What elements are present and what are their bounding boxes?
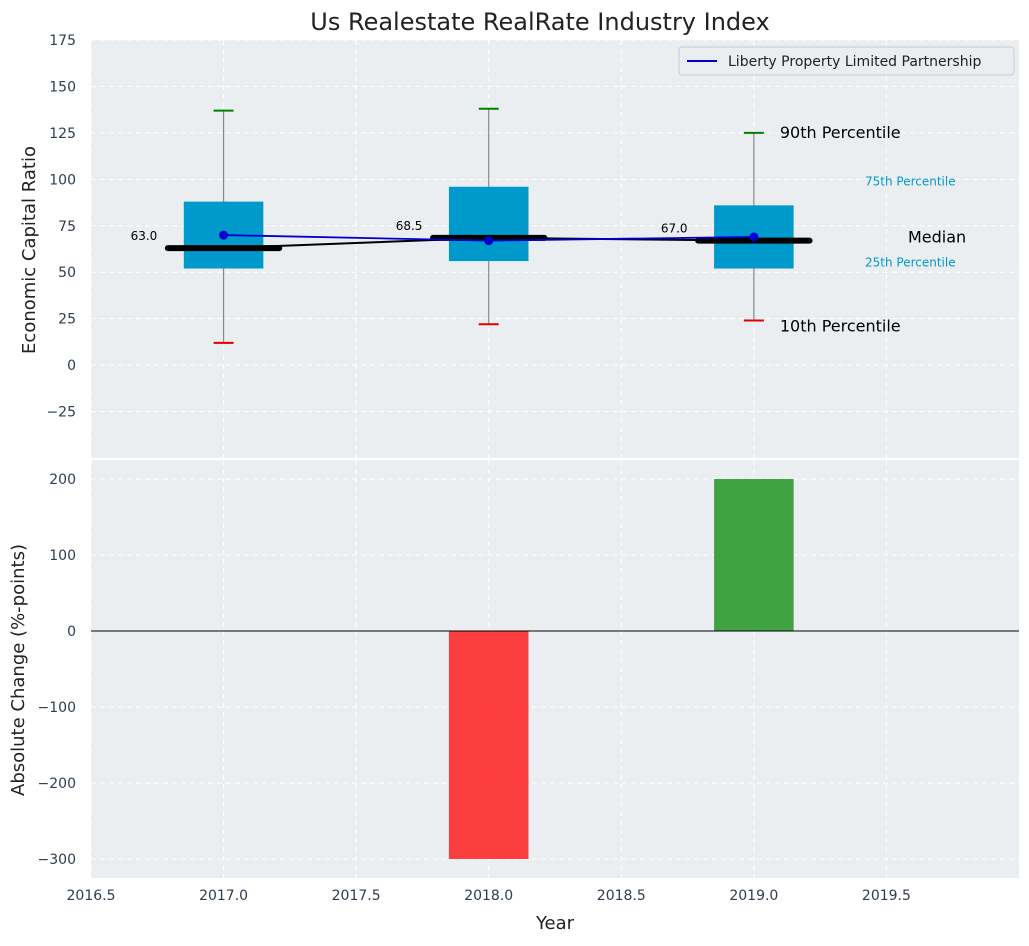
median-value-label: 67.0 <box>661 222 688 236</box>
series-point <box>749 232 759 242</box>
top-y-tick-label: 50 <box>58 265 76 281</box>
bottom-y-tick-label: 200 <box>49 472 76 488</box>
chart-title: Us Realestate RealRate Industry Index <box>310 8 769 36</box>
median-value-label: 68.5 <box>396 219 423 233</box>
top-y-tick-label: 75 <box>58 219 76 235</box>
median-annotation: Median <box>908 228 966 247</box>
bottom-y-tick-label: −200 <box>38 776 76 792</box>
legend-label: Liberty Property Limited Partnership <box>728 54 981 70</box>
change-bar <box>714 479 794 631</box>
p10-annotation: 10th Percentile <box>780 317 901 336</box>
top-y-tick-label: 125 <box>49 126 76 142</box>
top-panel: −25 0 25 50 75 100 125 150 175 63.0 68.5 67.0 90th P… <box>46 33 1019 460</box>
top-y-tick-label: −25 <box>46 405 76 421</box>
bottom-plot-area <box>91 460 1019 878</box>
change-bar <box>448 631 529 859</box>
top-y-tick-label: 100 <box>49 172 76 188</box>
legend-box <box>678 46 1015 76</box>
top-y-tick-label: 25 <box>58 312 76 328</box>
bottom-y-tick-label: −300 <box>38 852 76 868</box>
bottom-panel: −300 −200 −100 0 100 200 2016.5 2017.0 2017.5 201… <box>38 460 1019 904</box>
x-tick-label: 2018.0 <box>464 888 513 904</box>
x-axis-label: Year <box>535 913 575 934</box>
box-iqr <box>448 186 529 262</box>
p90-annotation: 90th Percentile <box>780 123 901 142</box>
legend: Liberty Property Limited Partnership <box>678 46 1015 76</box>
series-point <box>484 236 494 246</box>
x-tick-label: 2017.5 <box>332 888 381 904</box>
top-y-tick-label: 150 <box>49 79 76 95</box>
bottom-y-tick-label: 100 <box>49 548 76 564</box>
x-tick-label: 2017.0 <box>199 888 248 904</box>
p75-annotation: 75th Percentile <box>865 174 956 188</box>
series-point <box>219 230 229 240</box>
top-y-tick-label: 175 <box>49 33 76 49</box>
bottom-y-axis-label: Absolute Change (%-points) <box>8 544 29 796</box>
p25-annotation: 25th Percentile <box>865 256 956 270</box>
top-y-tick-label: 0 <box>67 358 76 374</box>
x-tick-label: 2019.0 <box>729 888 778 904</box>
bottom-y-tick-label: 0 <box>67 624 76 640</box>
top-y-axis-label: Economic Capital Ratio <box>19 146 40 354</box>
median-value-label: 63.0 <box>131 229 158 243</box>
bottom-y-tick-label: −100 <box>38 700 76 716</box>
x-tick-label: 2019.5 <box>862 888 911 904</box>
x-tick-label: 2018.5 <box>597 888 646 904</box>
x-tick-label: 2016.5 <box>67 888 116 904</box>
